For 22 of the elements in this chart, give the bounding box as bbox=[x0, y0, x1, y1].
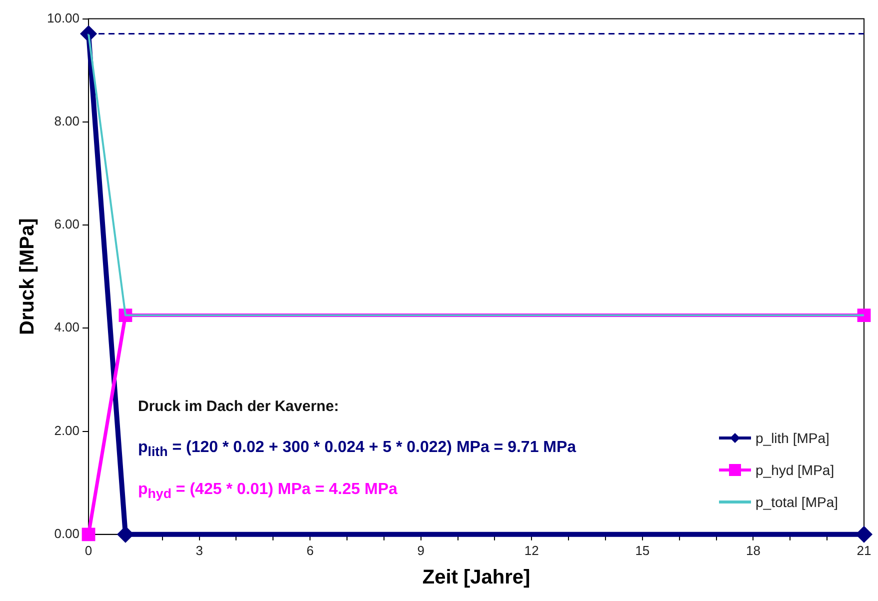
x-tick-label: 3 bbox=[196, 542, 203, 558]
y-tick-label: 8.00 bbox=[54, 114, 80, 128]
x-tick-label: 15 bbox=[635, 542, 650, 558]
y-tick-label: 10.00 bbox=[46, 10, 80, 26]
y-axis-title: Druck [MPa] bbox=[16, 218, 39, 335]
x-axis-title: Zeit [Jahre] bbox=[422, 566, 530, 589]
y-tick-label: 4.00 bbox=[54, 320, 80, 335]
x-tick-label: 0 bbox=[84, 542, 92, 558]
annotation: p$_{lith}$ = (120 * 0.02 + 300 * 0.024 + 5 * 0.022) MPa = 9.71 MPa bbox=[138, 439, 576, 460]
legend-label: p_total [MPa] bbox=[756, 494, 838, 510]
x-tick-label: 9 bbox=[417, 542, 424, 558]
x-tick-label: 18 bbox=[746, 542, 760, 558]
annotation: p$_{hyd}$ = (425 * 0.01) MPa = 4.25 MPa bbox=[138, 481, 398, 502]
y-tick-label: 6.00 bbox=[54, 216, 80, 232]
x-tick-label: 21 bbox=[856, 542, 872, 558]
annotation: Druck im Dach der Kaverne: bbox=[138, 398, 340, 415]
legend-label: p_lith [MPa] bbox=[756, 430, 830, 446]
y-tick-label: 2.00 bbox=[54, 422, 80, 438]
x-tick-label: 6 bbox=[306, 542, 314, 558]
legend-label: p_hyd [MPa] bbox=[756, 462, 834, 478]
x-tick-label: 12 bbox=[524, 542, 539, 558]
y-tick-label: 0.00 bbox=[54, 526, 80, 541]
